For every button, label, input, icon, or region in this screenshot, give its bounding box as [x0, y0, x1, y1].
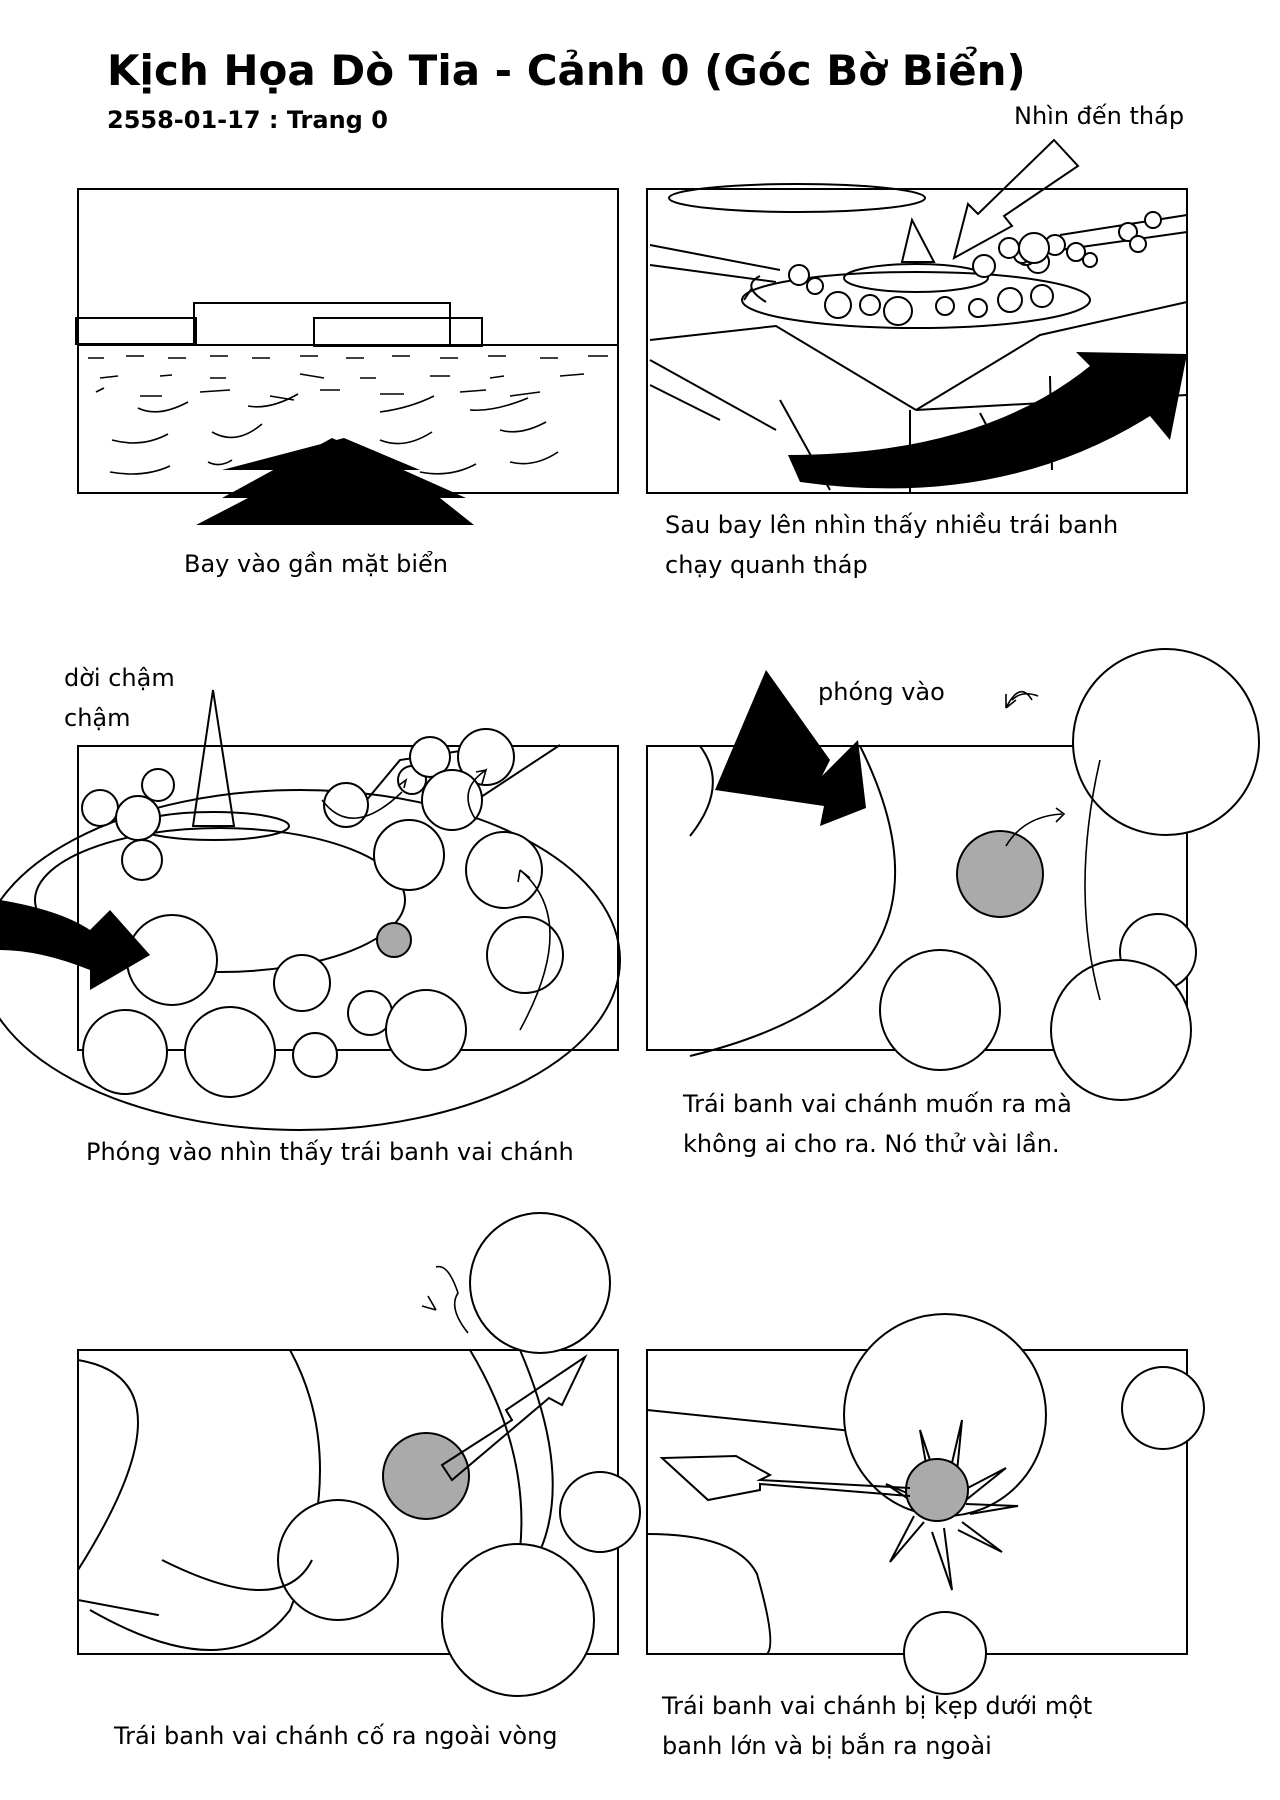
eject-arrow	[659, 1454, 911, 1502]
look-arrow	[952, 138, 1080, 260]
panel-3-frame	[77, 745, 619, 1051]
panel-3-note-line-1: dời chậm	[64, 664, 175, 692]
panel-6-caption-line-2: banh lớn và bị bắn ra ngoài	[662, 1732, 992, 1760]
fly-forward-arrow	[196, 438, 474, 525]
panel-2-caption-line-2: chạy quanh tháp	[665, 551, 868, 579]
hero-ball	[905, 1458, 969, 1522]
panel-2-note: Nhìn đến tháp	[1014, 102, 1185, 130]
hero-ball	[376, 922, 412, 958]
fly-up-arrow	[788, 352, 1187, 489]
panel-4-caption-line-2: không ai cho ra. Nó thử vài lần.	[683, 1130, 1060, 1158]
zoom-in-arrow	[715, 670, 866, 826]
page-title: Kịch Họa Dò Tia - Cảnh 0 (Góc Bờ Biển)	[107, 46, 1026, 95]
panel-6-caption-line-1: Trái banh vai chánh bị kẹp dưới một	[662, 1692, 1093, 1720]
page-subtitle: 2558-01-17 : Trang 0	[107, 106, 388, 134]
panel-1-caption: Bay vào gần mặt biển	[184, 550, 449, 578]
panel-3-note-line-2: chậm	[64, 704, 131, 732]
panel-4-note: phóng vào	[818, 678, 945, 706]
panel-2-frame	[646, 188, 1188, 494]
hero-ball	[956, 830, 1044, 918]
hero-ball	[382, 1432, 470, 1520]
panel-5-caption: Trái banh vai chánh cố ra ngoài vòng	[114, 1722, 558, 1750]
zoom-arrow	[0, 900, 150, 990]
escape-arrow	[440, 1354, 588, 1482]
panel-2-caption-line-1: Sau bay lên nhìn thấy nhiều trái banh	[665, 511, 1119, 539]
panel-4-caption-line-1: Trái banh vai chánh muốn ra mà	[683, 1090, 1072, 1118]
panel-3-caption: Phóng vào nhìn thấy trái banh vai chánh	[86, 1138, 574, 1166]
